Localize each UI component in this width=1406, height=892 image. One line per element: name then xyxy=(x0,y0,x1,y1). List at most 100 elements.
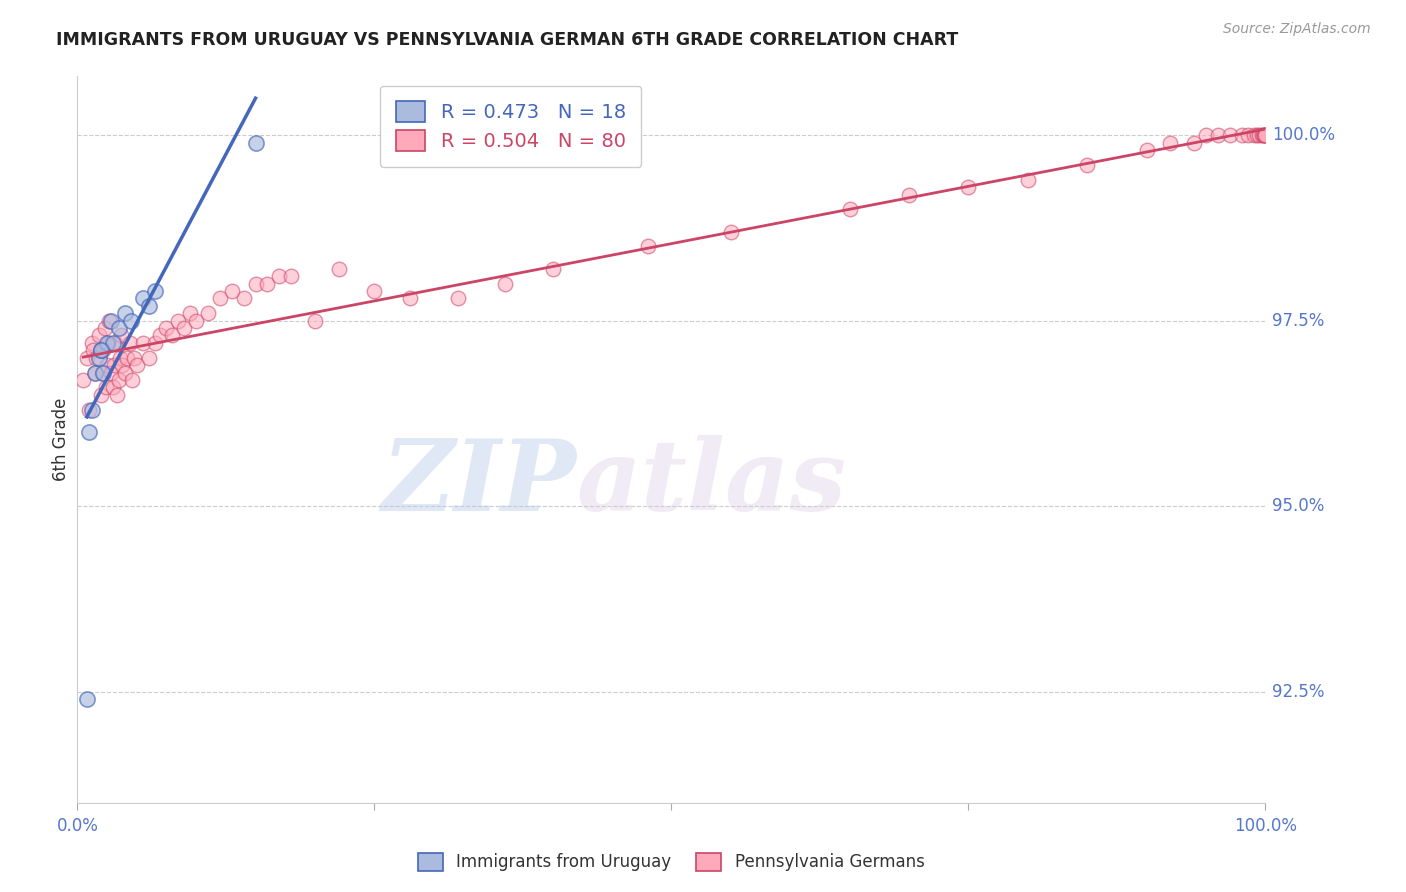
Point xyxy=(105,388,128,402)
Point xyxy=(221,284,243,298)
Point xyxy=(80,335,103,350)
Text: 92.5%: 92.5% xyxy=(1272,682,1324,700)
Point xyxy=(76,351,98,365)
Text: IMMIGRANTS FROM URUGUAY VS PENNSYLVANIA GERMAN 6TH GRADE CORRELATION CHART: IMMIGRANTS FROM URUGUAY VS PENNSYLVANIA … xyxy=(56,31,959,49)
Point xyxy=(143,284,166,298)
Point xyxy=(399,291,422,305)
Point xyxy=(1182,136,1205,150)
Point xyxy=(77,402,100,417)
Point xyxy=(1243,128,1265,143)
Point xyxy=(245,277,267,291)
Point xyxy=(115,351,138,365)
Point xyxy=(256,277,278,291)
Point xyxy=(118,335,141,350)
Point xyxy=(957,180,980,194)
Point xyxy=(1206,128,1229,143)
Text: ZIP: ZIP xyxy=(381,434,576,531)
Point xyxy=(77,425,100,439)
Point xyxy=(100,366,122,380)
Point xyxy=(167,313,190,327)
Point xyxy=(93,343,115,358)
Point xyxy=(100,313,122,327)
Point xyxy=(96,335,118,350)
Point xyxy=(93,366,115,380)
Point xyxy=(1230,128,1253,143)
Point xyxy=(232,291,254,305)
Text: 97.5%: 97.5% xyxy=(1272,311,1324,330)
Point xyxy=(110,328,132,343)
Point xyxy=(1254,128,1277,143)
Point xyxy=(1251,128,1274,143)
Point xyxy=(97,335,120,350)
Point xyxy=(101,335,124,350)
Point xyxy=(98,313,121,327)
Point xyxy=(208,291,231,305)
Point xyxy=(1250,128,1272,143)
Point xyxy=(838,202,860,217)
Point xyxy=(1254,128,1277,143)
Point xyxy=(131,291,153,305)
Point xyxy=(898,187,921,202)
Point xyxy=(103,358,125,372)
Point xyxy=(245,136,267,150)
Point xyxy=(108,373,131,387)
Point xyxy=(84,366,107,380)
Point xyxy=(1254,128,1277,143)
Point xyxy=(90,388,112,402)
Point xyxy=(90,343,112,358)
Point xyxy=(94,380,117,394)
Point xyxy=(1249,128,1271,143)
Point xyxy=(446,291,468,305)
Point xyxy=(96,358,118,372)
Point xyxy=(76,692,98,706)
Point xyxy=(1195,128,1218,143)
Point xyxy=(494,277,516,291)
Text: atlas: atlas xyxy=(576,434,846,531)
Point xyxy=(1253,128,1275,143)
Point xyxy=(72,373,94,387)
Point xyxy=(86,351,108,365)
Point xyxy=(124,351,146,365)
Point xyxy=(186,313,208,327)
Point xyxy=(637,239,659,253)
Point xyxy=(131,335,153,350)
Point xyxy=(197,306,219,320)
Point xyxy=(280,269,302,284)
Point xyxy=(541,261,564,276)
Point xyxy=(114,306,136,320)
Point xyxy=(101,380,124,394)
Point xyxy=(720,225,742,239)
Text: 100.0%: 100.0% xyxy=(1272,126,1336,145)
Point xyxy=(328,261,350,276)
Point xyxy=(84,366,107,380)
Point xyxy=(87,351,110,365)
Point xyxy=(1219,128,1241,143)
Point xyxy=(82,343,104,358)
Point xyxy=(114,366,136,380)
Point xyxy=(1076,158,1098,172)
Y-axis label: 6th Grade: 6th Grade xyxy=(52,398,70,481)
Point xyxy=(162,328,184,343)
Point xyxy=(143,335,166,350)
Point xyxy=(93,321,115,335)
Point xyxy=(138,351,160,365)
Point xyxy=(304,313,326,327)
Point xyxy=(87,328,110,343)
Text: 95.0%: 95.0% xyxy=(1272,497,1324,515)
Point xyxy=(111,358,134,372)
Legend: Immigrants from Uruguay, Pennsylvania Germans: Immigrants from Uruguay, Pennsylvania Ge… xyxy=(412,847,931,878)
Point xyxy=(1246,128,1268,143)
Point xyxy=(138,299,160,313)
Point xyxy=(91,366,114,380)
Point xyxy=(90,343,112,358)
Point xyxy=(125,358,148,372)
Point xyxy=(363,284,385,298)
Text: Source: ZipAtlas.com: Source: ZipAtlas.com xyxy=(1223,22,1371,37)
Point xyxy=(120,313,142,327)
Point xyxy=(179,306,201,320)
Point xyxy=(155,321,177,335)
Point xyxy=(121,373,143,387)
Point xyxy=(1136,143,1159,157)
Point xyxy=(80,402,103,417)
Point xyxy=(149,328,172,343)
